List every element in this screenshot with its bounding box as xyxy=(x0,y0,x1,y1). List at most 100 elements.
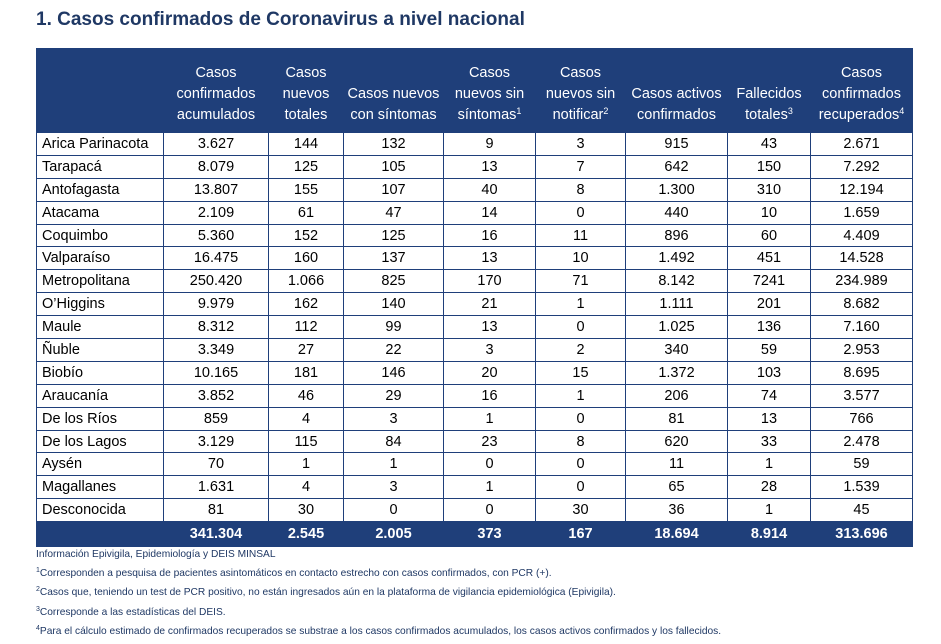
value-cell: 1.372 xyxy=(625,360,728,385)
table-row: Desconocida 81 30 0 0 30 36 1 45 xyxy=(36,498,913,523)
footnote: 4Para el cálculo estimado de confirmados… xyxy=(36,622,721,641)
table-row: Maule 8.312 112 99 13 0 1.025 136 7.160 xyxy=(36,315,913,340)
footnote: 2Casos que, teniendo un test de PCR posi… xyxy=(36,583,721,602)
value-cell: 340 xyxy=(625,338,728,362)
value-cell: 27 xyxy=(268,338,344,362)
value-cell: 20 xyxy=(443,360,536,385)
value-cell: 2.478 xyxy=(810,429,913,454)
region-cell: Coquimbo xyxy=(36,223,164,248)
total-cell: 373 xyxy=(443,521,536,548)
value-cell: 1.111 xyxy=(625,292,728,317)
column-header: Casos activos confirmados xyxy=(625,48,728,133)
footnote-marker: 3 xyxy=(787,106,793,116)
column-header: Casos nuevos totales xyxy=(268,48,344,133)
value-cell: 46 xyxy=(268,383,344,408)
value-cell: 201 xyxy=(727,292,811,317)
region-cell: Aysén xyxy=(36,452,164,477)
region-cell: Tarapacá xyxy=(36,154,164,179)
table-row: Aysén 70 1 1 0 0 11 1 59 xyxy=(36,452,913,477)
value-cell: 0 xyxy=(443,498,536,523)
region-cell: Ñuble xyxy=(36,338,164,362)
value-cell: 250.420 xyxy=(163,269,269,294)
value-cell: 1.300 xyxy=(625,177,728,202)
value-cell: 1 xyxy=(343,452,444,477)
value-cell: 12.194 xyxy=(810,177,913,202)
value-cell: 3 xyxy=(535,131,626,156)
region-cell: Arica Parinacota xyxy=(36,131,164,156)
column-header-label: Fallecidos totales xyxy=(736,86,802,123)
value-cell: 155 xyxy=(268,177,344,202)
value-cell: 140 xyxy=(343,292,444,317)
value-cell: 137 xyxy=(343,246,444,271)
value-cell: 10 xyxy=(535,246,626,271)
total-cell: 313.696 xyxy=(810,521,913,548)
value-cell: 1.492 xyxy=(625,246,728,271)
value-cell: 310 xyxy=(727,177,811,202)
value-cell: 3 xyxy=(343,475,444,500)
footnote-text: Corresponde a las estadísticas del DEIS. xyxy=(39,606,226,618)
region-cell: Biobío xyxy=(36,360,164,385)
value-cell: 28 xyxy=(727,475,811,500)
value-cell: 1 xyxy=(443,406,536,431)
value-cell: 8.142 xyxy=(625,269,728,294)
value-cell: 1.025 xyxy=(625,315,728,340)
value-cell: 4 xyxy=(268,406,344,431)
footnote-text: Para el cálculo estimado de confirmados … xyxy=(39,625,722,637)
table-row: Atacama 2.109 61 47 14 0 440 10 1.659 xyxy=(36,200,913,225)
value-cell: 3 xyxy=(343,406,444,431)
value-cell: 13 xyxy=(443,246,536,271)
footnote: 3Corresponde a las estadísticas del DEIS… xyxy=(36,603,721,622)
value-cell: 162 xyxy=(268,292,344,317)
table-header-row: Casos confirmados acumulados Casos nuevos… xyxy=(36,48,913,133)
footnote: 1Corresponden a pesquisa de pacientes as… xyxy=(36,564,721,583)
value-cell: 74 xyxy=(727,383,811,408)
region-cell: De los Lagos xyxy=(36,429,164,454)
value-cell: 16 xyxy=(443,383,536,408)
region-cell: Maule xyxy=(36,315,164,340)
value-cell: 47 xyxy=(343,200,444,225)
region-cell: De los Ríos xyxy=(36,406,164,431)
value-cell: 99 xyxy=(343,315,444,340)
table-row: Magallanes 1.631 4 3 1 0 65 28 1.539 xyxy=(36,475,913,500)
value-cell: 30 xyxy=(268,498,344,523)
column-header-label: Casos nuevos sin notificar xyxy=(545,65,616,123)
footnote-text: Corresponden a pesquisa de pacientes asi… xyxy=(39,568,552,580)
value-cell: 60 xyxy=(727,223,811,248)
totals-row: 341.304 2.545 2.005 373 167 18.694 8.914 313.69… xyxy=(36,521,913,548)
footnote-marker: 1 xyxy=(36,567,40,575)
value-cell: 16 xyxy=(443,223,536,248)
value-cell: 7.292 xyxy=(810,154,913,179)
footnote-marker: 1 xyxy=(516,106,522,116)
footnote-text: Casos que, teniendo un test de PCR posit… xyxy=(39,587,616,599)
value-cell: 36 xyxy=(625,498,728,523)
value-cell: 766 xyxy=(810,406,913,431)
column-header-label: Casos nuevos con síntomas xyxy=(347,86,440,123)
column-header: Casos confirmados recuperados4 xyxy=(810,48,913,133)
value-cell: 0 xyxy=(535,452,626,477)
value-cell: 115 xyxy=(268,429,344,454)
value-cell: 2.671 xyxy=(810,131,913,156)
value-cell: 150 xyxy=(727,154,811,179)
column-header-label: Casos nuevos sin síntomas xyxy=(454,65,525,123)
value-cell: 13 xyxy=(443,315,536,340)
table-row: Antofagasta 13.807 155 107 40 8 1.300 310 12.194 xyxy=(36,177,913,202)
value-cell: 8 xyxy=(535,177,626,202)
value-cell: 112 xyxy=(268,315,344,340)
value-cell: 7 xyxy=(535,154,626,179)
value-cell: 3.852 xyxy=(163,383,269,408)
footnote-marker: 2 xyxy=(603,106,609,116)
value-cell: 146 xyxy=(343,360,444,385)
value-cell: 144 xyxy=(268,131,344,156)
table-row: Ñuble 3.349 27 22 3 2 340 59 2.953 xyxy=(36,338,913,362)
column-header: Casos nuevos sin síntomas1 xyxy=(443,48,536,133)
value-cell: 3 xyxy=(443,338,536,362)
total-cell: 2.005 xyxy=(343,521,444,548)
table-row: De los Ríos 859 4 3 1 0 81 13 766 xyxy=(36,406,913,431)
column-header: Casos nuevos con síntomas xyxy=(343,48,444,133)
value-cell: 14.528 xyxy=(810,246,913,271)
footnote: Información Epivigila, Epidemiología y D… xyxy=(36,545,721,564)
table-row: Biobío 10.165 181 146 20 15 1.372 103 8.695 xyxy=(36,360,913,385)
value-cell: 2.109 xyxy=(163,200,269,225)
region-cell: Antofagasta xyxy=(36,177,164,202)
value-cell: 152 xyxy=(268,223,344,248)
